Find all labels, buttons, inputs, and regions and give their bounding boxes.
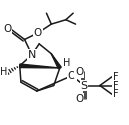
Text: F: F: [113, 72, 118, 82]
Text: O: O: [34, 28, 42, 38]
Text: O: O: [75, 67, 83, 77]
Text: F: F: [113, 80, 118, 90]
Text: O: O: [68, 71, 76, 81]
Polygon shape: [51, 54, 61, 69]
Polygon shape: [20, 64, 60, 68]
Text: S: S: [80, 80, 88, 90]
Text: F: F: [113, 89, 118, 99]
Text: O: O: [75, 94, 83, 104]
Text: O: O: [3, 24, 12, 34]
Text: N: N: [28, 50, 36, 60]
Text: H: H: [0, 67, 8, 77]
Text: H: H: [63, 58, 71, 68]
